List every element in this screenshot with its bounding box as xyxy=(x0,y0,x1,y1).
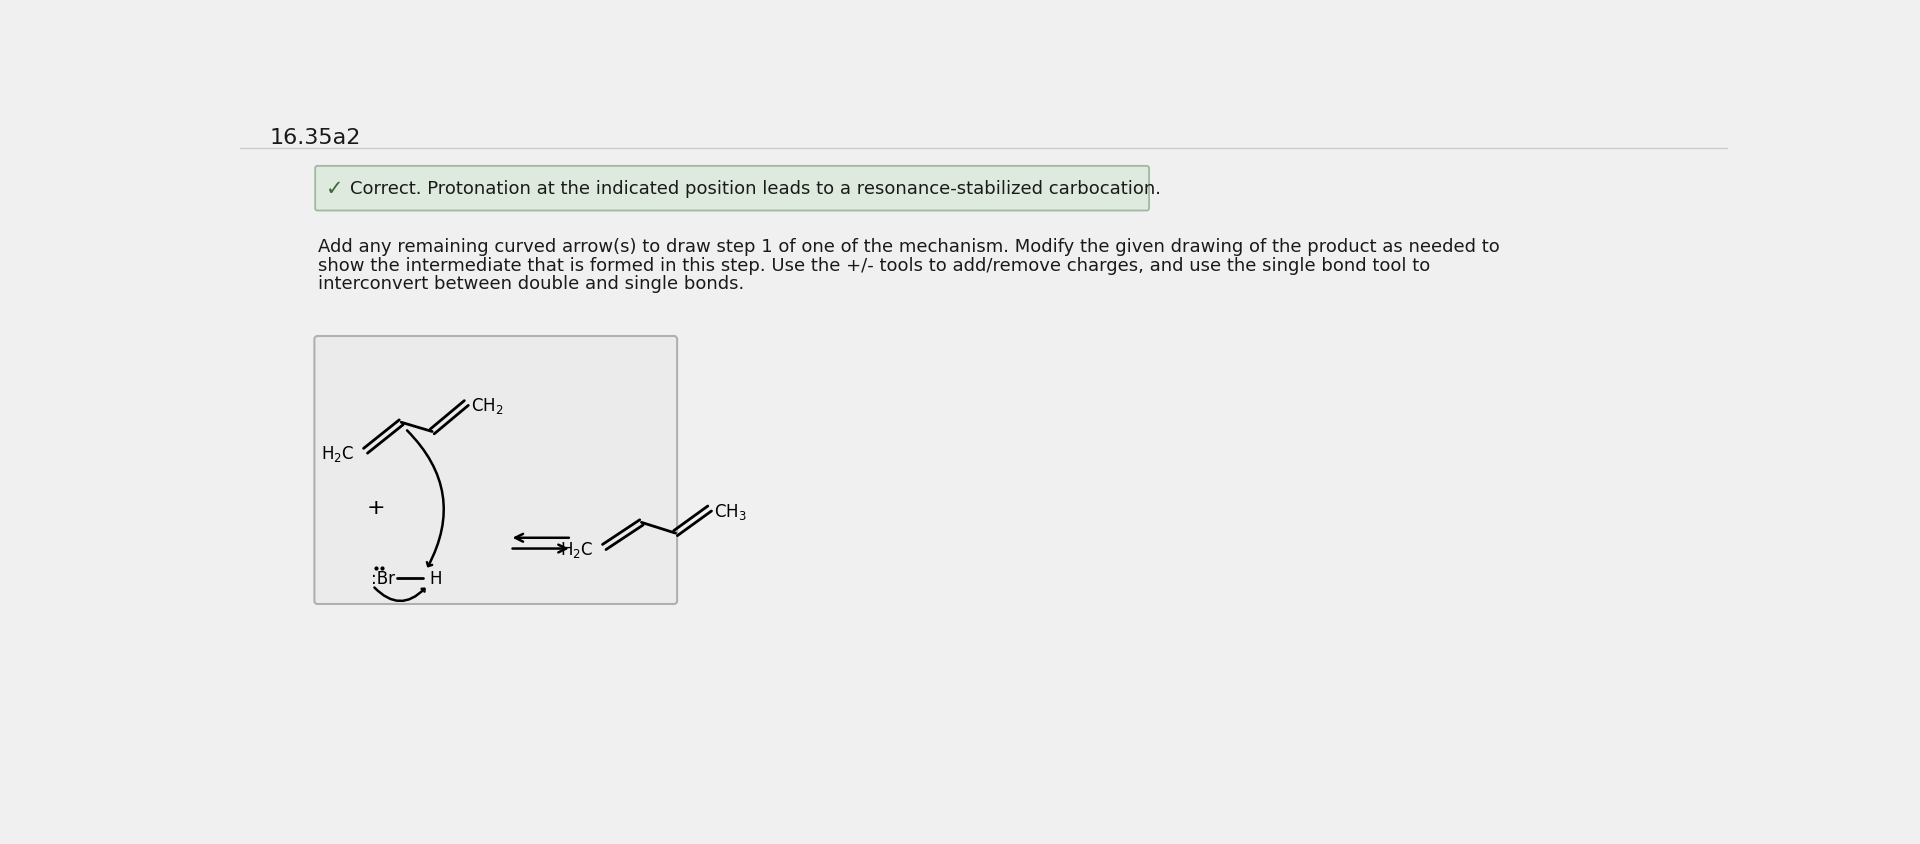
Text: H: H xyxy=(428,569,442,587)
FancyArrowPatch shape xyxy=(374,587,424,601)
FancyBboxPatch shape xyxy=(315,337,678,604)
Text: Add any remaining curved arrow(s) to draw step 1 of one of the mechanism. Modify: Add any remaining curved arrow(s) to dra… xyxy=(317,238,1500,257)
Text: :Br: :Br xyxy=(371,569,396,587)
Text: $\mathregular{CH_2}$: $\mathregular{CH_2}$ xyxy=(470,396,503,416)
Text: show the intermediate that is formed in this step. Use the +/- tools to add/remo: show the intermediate that is formed in … xyxy=(317,257,1430,274)
Text: 16.35a2: 16.35a2 xyxy=(269,128,361,149)
FancyBboxPatch shape xyxy=(315,166,1148,211)
Text: Correct. Protonation at the indicated position leads to a resonance-stabilized c: Correct. Protonation at the indicated po… xyxy=(349,180,1162,198)
Text: ✓: ✓ xyxy=(326,179,344,199)
Text: $\mathregular{H_2C}$: $\mathregular{H_2C}$ xyxy=(561,539,593,560)
Text: +: + xyxy=(367,497,384,517)
Text: interconvert between double and single bonds.: interconvert between double and single b… xyxy=(317,275,743,293)
Text: $\mathregular{CH_3}$: $\mathregular{CH_3}$ xyxy=(714,501,747,522)
FancyArrowPatch shape xyxy=(407,431,444,566)
Text: $\mathregular{H_2C}$: $\mathregular{H_2C}$ xyxy=(321,444,355,463)
